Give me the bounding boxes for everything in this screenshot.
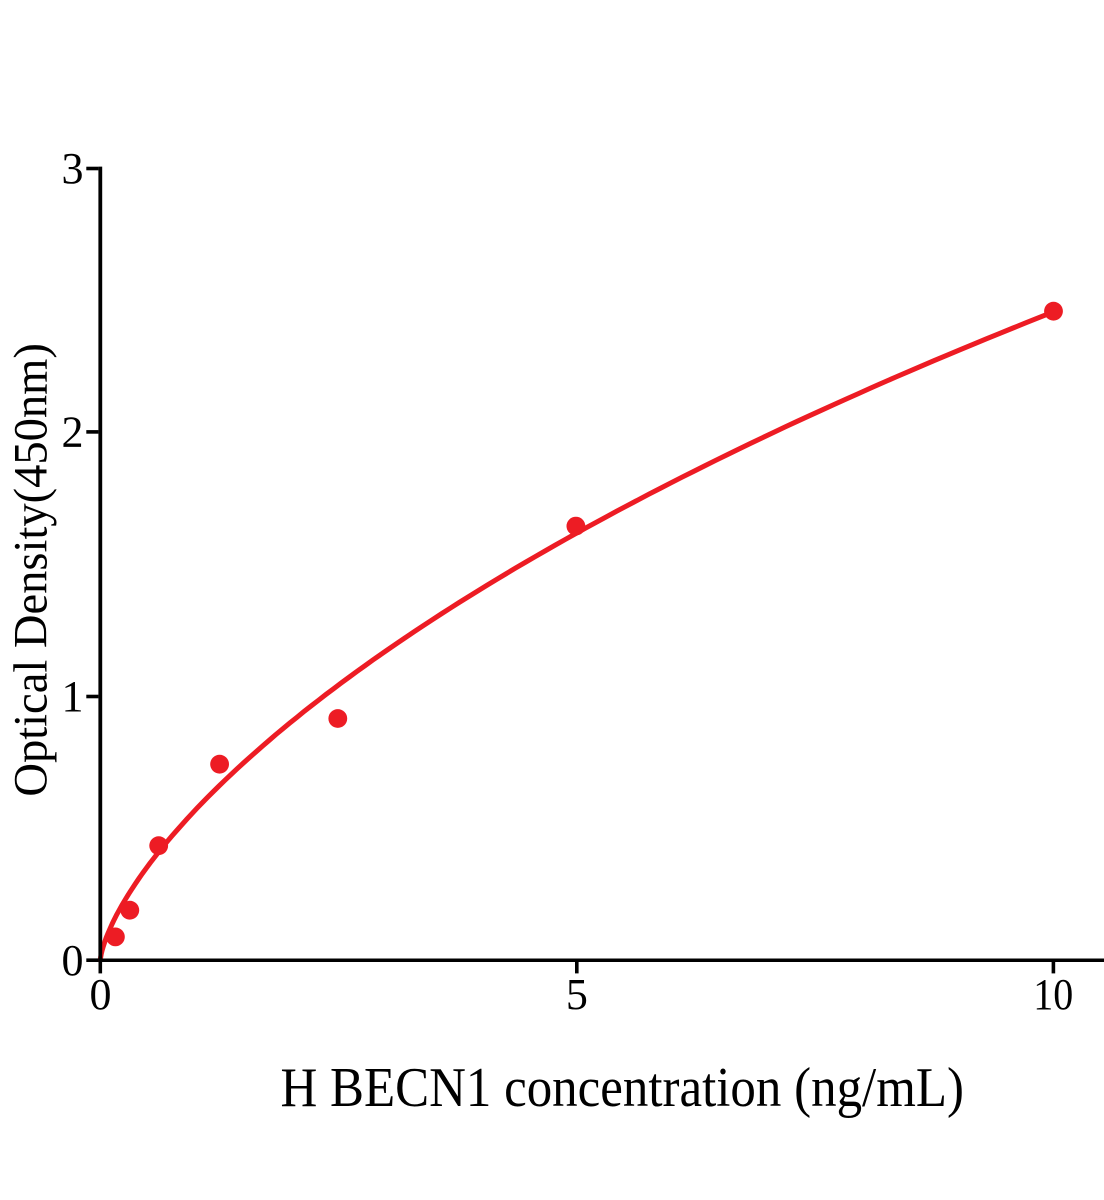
svg-text:0: 0 xyxy=(62,936,84,985)
svg-text:2: 2 xyxy=(62,407,84,456)
svg-text:5: 5 xyxy=(566,970,588,1019)
svg-text:10: 10 xyxy=(1033,970,1073,1019)
svg-text:Optical Density(450nm): Optical Density(450nm) xyxy=(5,343,57,797)
svg-text:1: 1 xyxy=(62,672,84,721)
svg-text:H BECN1 concentration (ng/mL): H BECN1 concentration (ng/mL) xyxy=(280,1057,964,1119)
svg-text:0: 0 xyxy=(90,970,112,1019)
svg-text:3: 3 xyxy=(62,144,84,193)
